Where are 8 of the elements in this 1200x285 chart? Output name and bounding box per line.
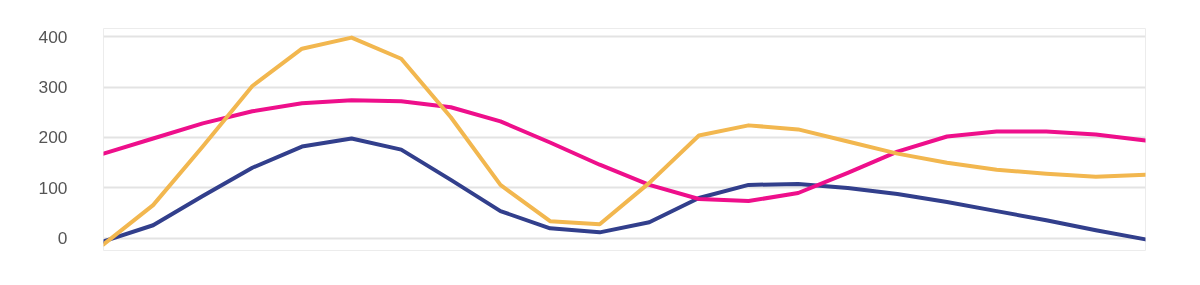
line-series [103, 98, 1146, 204]
y-tick-label: 400 [38, 26, 68, 47]
y-tick-label: 200 [38, 127, 68, 148]
y-tick-label: 300 [38, 77, 68, 98]
line-series [103, 136, 1146, 244]
y-tick-label: 0 [57, 228, 68, 249]
y-tick-label: 100 [38, 177, 68, 198]
line-series [103, 35, 1146, 247]
